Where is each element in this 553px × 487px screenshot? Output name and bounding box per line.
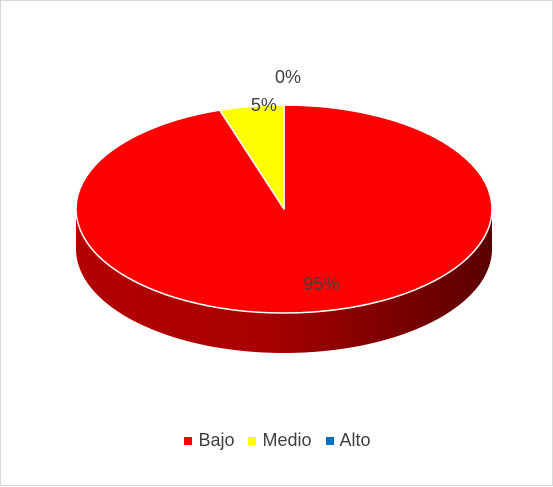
legend-item-bajo: Bajo [184,430,234,451]
data-label-alto: 0% [275,67,301,87]
legend-swatch-bajo [184,436,193,445]
legend-item-alto: Alto [325,430,371,451]
legend-label-bajo: Bajo [198,430,235,450]
legend-swatch-alto [325,436,334,445]
data-label-bajo: 95% [303,274,339,294]
legend-label-medio: Medio [262,430,312,450]
legend: Bajo Medio Alto [1,430,553,451]
legend-swatch-medio [248,436,257,445]
legend-item-medio: Medio [248,430,312,451]
pie-side-bajo [76,209,492,353]
pie-slice-medio [218,104,285,210]
legend-label-alto: Alto [339,430,371,450]
data-label-medio: 5% [251,95,277,115]
